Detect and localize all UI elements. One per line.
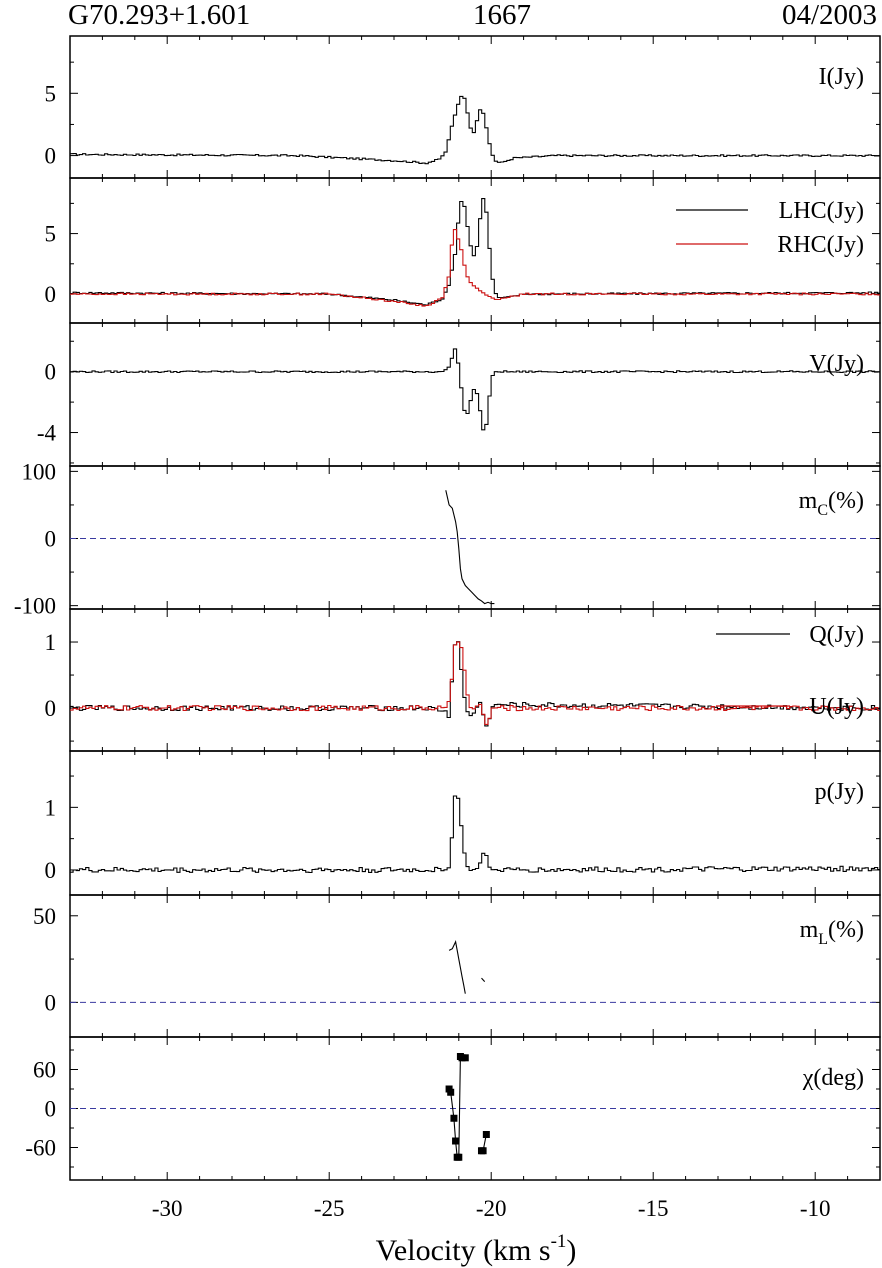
panel-3 (69, 322, 881, 467)
x-tick-label: -10 (800, 1196, 831, 1221)
series-line-2 (70, 229, 880, 307)
data-point (479, 1147, 487, 1155)
panel-2 (69, 177, 881, 324)
y-tick-label: 0 (45, 696, 57, 721)
panel-label: p(Jy) (815, 779, 864, 805)
panel-5 (69, 608, 881, 752)
legend-entry: RHC(Jy) (777, 232, 864, 258)
panel-frame (69, 608, 881, 752)
y-tick-label: 60 (33, 1058, 56, 1083)
series-line-1 (70, 795, 880, 874)
header-frequency: 1667 (473, 0, 531, 31)
y-tick-label: 1 (45, 630, 57, 655)
header-date: 04/2003 (782, 0, 877, 31)
data-point (461, 1054, 469, 1062)
legend-entry: U(Jy) (809, 694, 864, 720)
y-tick-label: 5 (45, 222, 57, 247)
panel-label: V(Jy) (809, 351, 864, 377)
x-axis-label: Velocity (km s-1) (376, 1231, 577, 1267)
panel-label: mC(%) (799, 488, 864, 519)
y-tick-label: 1 (45, 795, 57, 820)
y-tick-label: 0 (45, 1097, 57, 1122)
x-tick-label: -20 (476, 1196, 507, 1221)
data-point (452, 1137, 460, 1145)
panel-frame (69, 750, 881, 896)
legend-entry: Q(Jy) (809, 622, 864, 648)
series-line-1 (448, 940, 466, 994)
header-source: G70.293+1.601 (68, 0, 250, 31)
series-line-2 (70, 641, 880, 725)
panel-7: mL(%) (69, 894, 881, 1038)
panel-4: mC(%) (69, 465, 881, 610)
y-tick-label: 0 (45, 144, 57, 169)
x-tick-label: -15 (638, 1196, 669, 1221)
y-tick-label: -4 (37, 421, 57, 446)
panel-label: I(Jy) (819, 64, 864, 90)
series-line-1 (70, 348, 880, 431)
panel-frame (69, 894, 881, 1038)
series-line-1 (70, 95, 880, 165)
x-tick-label: -25 (314, 1196, 345, 1221)
y-tick-label: 0 (45, 360, 57, 385)
y-tick-label: 0 (45, 527, 57, 552)
series-line-1 (70, 198, 880, 306)
panel-label: χ(deg) (802, 1065, 864, 1091)
panel-1 (69, 35, 881, 179)
panel-frame (69, 465, 881, 610)
panel-8 (69, 1036, 881, 1181)
data-point (450, 1114, 458, 1122)
y-tick-label: 100 (22, 459, 57, 484)
data-point (455, 1153, 463, 1161)
legend-entry: LHC(Jy) (779, 198, 864, 224)
y-tick-label: 0 (45, 858, 57, 883)
data-point (447, 1088, 455, 1096)
panel-6 (69, 750, 881, 896)
y-tick-label: -100 (14, 594, 56, 619)
panel-label: mL(%) (800, 917, 864, 948)
y-tick-label: 0 (45, 282, 57, 307)
y-tick-label: 0 (45, 990, 57, 1015)
series-line-1 (445, 490, 495, 605)
y-tick-label: 5 (45, 81, 57, 106)
y-tick-label: 50 (33, 904, 56, 929)
y-tick-label: -60 (25, 1136, 56, 1161)
data-point (482, 1131, 490, 1138)
series-line-2 (481, 977, 486, 982)
panel-frame (69, 322, 881, 467)
x-tick-label: -30 (152, 1196, 183, 1221)
series-line-1 (70, 641, 880, 727)
